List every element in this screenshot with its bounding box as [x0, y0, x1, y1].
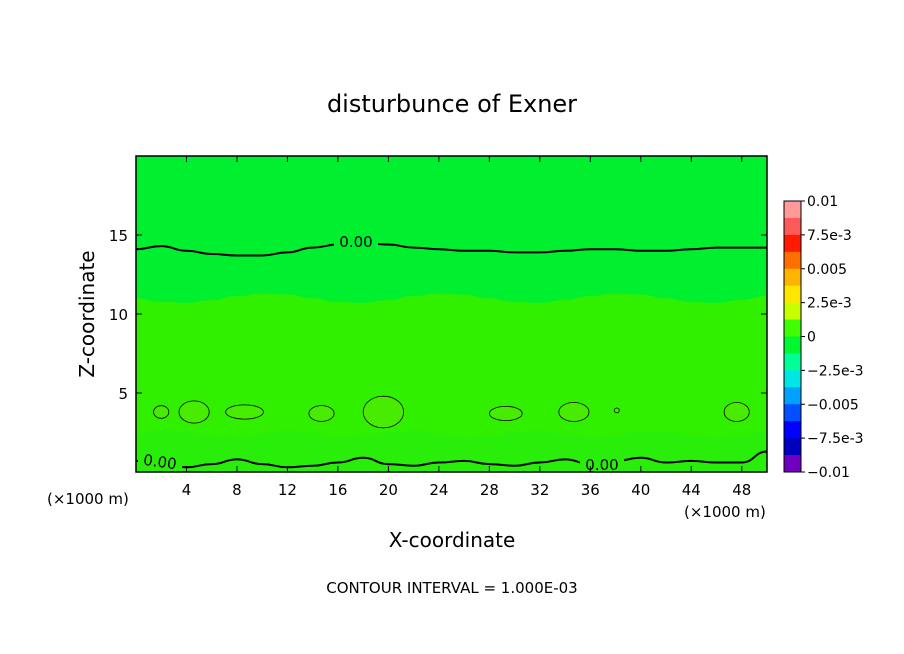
- x-tick-label-20: 20: [379, 481, 398, 499]
- colorbar-label-6: −0.005: [807, 397, 859, 413]
- colorbar-swatch-10: [784, 370, 801, 388]
- zero-contour-top: [135, 241, 767, 257]
- colorbar-swatch-15: [784, 455, 801, 473]
- small-contour-0: [153, 405, 170, 419]
- x-tick-label-40: 40: [631, 481, 650, 499]
- colorbar-label-8: −0.01: [807, 465, 850, 481]
- x-axis-label: X-coordinate: [389, 528, 516, 552]
- middle-region: [136, 293, 767, 472]
- x-tick-label-4: 4: [182, 481, 192, 499]
- small-contours: [153, 395, 750, 429]
- contour-label-bg-bottom-right: [580, 455, 624, 472]
- colorbar-swatch-9: [784, 353, 801, 371]
- x-tick-label-36: 36: [581, 481, 600, 499]
- colorbar-swatch-4: [784, 268, 801, 287]
- colorbar-label-2: 0.005: [807, 262, 847, 278]
- colorbar-swatch-3: [784, 251, 801, 270]
- colorbar: 0.01 7.5e-3 0.005 2.5e-3 0 −2.5e-3 −0.005 −7.5e…: [783, 194, 864, 481]
- zero-contour-bottom: [135, 450, 768, 469]
- contour-label-bottom-left: 0.00: [142, 451, 178, 473]
- x-tick-label-16: 16: [328, 481, 347, 499]
- x-tick-label-32: 32: [530, 481, 549, 499]
- x-unit-right: (×1000 m): [684, 503, 766, 521]
- contour-interval-note: CONTOUR INTERVAL = 1.000E-03: [326, 579, 577, 597]
- x-tick-label-44: 44: [682, 481, 701, 499]
- x-tick-label-12: 12: [278, 481, 297, 499]
- colorbar-label-0: 0.01: [807, 194, 838, 210]
- chart-title: disturbunce of Exner: [327, 90, 577, 118]
- y-tick-label-15: 15: [109, 227, 128, 245]
- small-contour-7: [613, 407, 620, 414]
- colorbar-swatch-12: [784, 404, 801, 422]
- small-contour-3: [308, 405, 335, 422]
- colorbar-swatch-0: [784, 201, 801, 219]
- colorbar-label-1: 7.5e-3: [807, 228, 852, 244]
- contour-label-bg-top: [334, 232, 378, 250]
- contour-label-top: 0.00: [339, 233, 372, 251]
- x-tick-label-48: 48: [732, 481, 751, 499]
- colorbar-label-3: 2.5e-3: [807, 296, 852, 312]
- x-tick-label-8: 8: [232, 481, 242, 499]
- colorbar-swatch-6: [784, 302, 801, 321]
- small-contour-1: [178, 400, 210, 424]
- colorbar-swatch-11: [784, 387, 801, 405]
- x-tick-label-28: 28: [480, 481, 499, 499]
- x-tick-label-24: 24: [429, 481, 448, 499]
- small-contour-4: [362, 395, 404, 429]
- colorbar-label-4: 0: [807, 330, 816, 346]
- colorbar-label-5: −2.5e-3: [807, 363, 864, 379]
- plot-area: 0.00 0.00 0.00: [135, 155, 768, 474]
- small-contour-8: [723, 402, 750, 422]
- colorbar-swatch-14: [784, 438, 801, 456]
- small-contour-6: [558, 402, 590, 422]
- y-tick-label-10: 10: [109, 306, 128, 324]
- colorbar-swatch-5: [784, 285, 801, 304]
- colorbar-swatch-1: [784, 217, 801, 236]
- small-contour-2: [225, 404, 264, 420]
- contour-label-bottom-right: 0.00: [585, 456, 618, 474]
- x-unit-left: (×1000 m): [47, 490, 129, 508]
- colorbar-swatch-2: [784, 234, 801, 253]
- small-contour-5: [488, 405, 523, 421]
- y-tick-label-5: 5: [118, 385, 128, 403]
- contour-label-bg-bottom-left: [138, 452, 182, 470]
- colorbar-swatch-13: [784, 421, 801, 439]
- colorbar-swatch-7: [784, 319, 801, 337]
- y-axis-label: Z-coordinate: [75, 250, 99, 377]
- colorbar-swatch-8: [784, 336, 801, 354]
- colorbar-label-7: −7.5e-3: [807, 431, 864, 447]
